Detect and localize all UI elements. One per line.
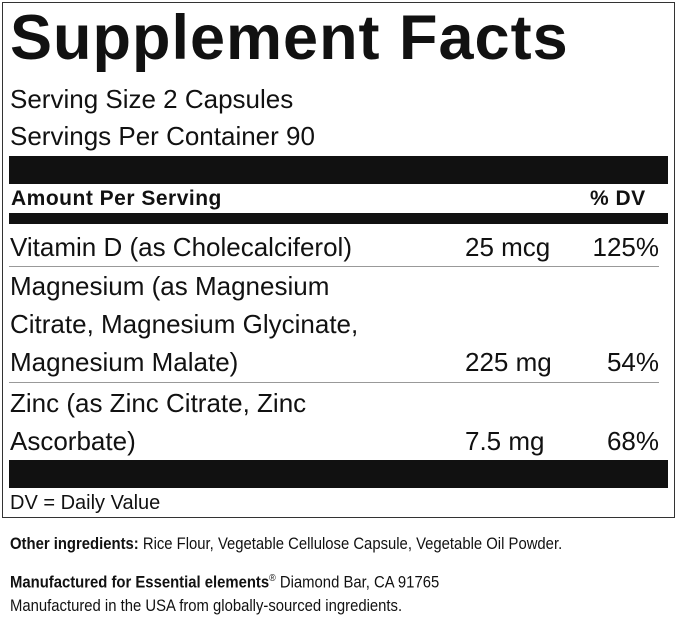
medium-divider bbox=[9, 213, 668, 224]
manufacturer: Manufactured for Essential elements® Dia… bbox=[10, 573, 439, 593]
other-ingredients-text: Rice Flour, Vegetable Cellulose Capsule,… bbox=[138, 535, 563, 553]
dv-header: % DV bbox=[590, 187, 646, 210]
nutrient-name: Ascorbate) bbox=[10, 426, 136, 456]
serving-size: Serving Size 2 Capsules bbox=[10, 84, 294, 114]
servings-per-container: Servings Per Container 90 bbox=[10, 121, 315, 151]
nutrient-row-vitamin-d: Vitamin D (as Cholecalciferol) 25 mcg 12… bbox=[9, 228, 659, 267]
nutrient-row-zinc: Zinc (as Zinc Citrate, Zinc Ascorbate) 7… bbox=[9, 384, 659, 460]
nutrient-amount: 225 mg bbox=[465, 347, 552, 377]
nutrient-name: Vitamin D (as Cholecalciferol) bbox=[10, 232, 352, 262]
other-ingredients-label: Other ingredients: bbox=[10, 535, 139, 553]
manufacturer-label: Manufactured for Essential elements bbox=[10, 573, 270, 592]
origin-statement: Manufactured in the USA from globally-so… bbox=[10, 597, 403, 615]
nutrient-name: Magnesium (as Magnesium bbox=[10, 271, 330, 301]
nutrient-row-magnesium: Magnesium (as Magnesium Citrate, Magnesi… bbox=[9, 267, 659, 383]
nutrient-amount: 25 mcg bbox=[465, 232, 551, 262]
manufacturer-address: Diamond Bar, CA 91765 bbox=[275, 573, 440, 592]
nutrient-amount: 7.5 mg bbox=[465, 426, 545, 456]
registered-mark: ® bbox=[269, 573, 276, 584]
nutrient-name: Zinc (as Zinc Citrate, Zinc bbox=[10, 388, 307, 418]
panel-title: Supplement Facts bbox=[10, 3, 569, 73]
thick-divider bbox=[9, 460, 668, 488]
supplement-facts-panel bbox=[2, 2, 675, 518]
other-ingredients: Other ingredients: Rice Flour, Vegetable… bbox=[10, 535, 562, 554]
nutrient-name: Magnesium Malate) bbox=[10, 347, 239, 377]
amount-per-serving-header: Amount Per Serving bbox=[11, 187, 222, 210]
nutrient-dv: 68% bbox=[606, 426, 659, 456]
thick-divider bbox=[9, 156, 668, 184]
nutrient-name: Citrate, Magnesium Glycinate, bbox=[10, 309, 359, 339]
dv-footnote: DV = Daily Value bbox=[10, 492, 161, 514]
nutrient-dv: 125% bbox=[592, 232, 660, 262]
nutrient-dv: 54% bbox=[606, 347, 659, 377]
